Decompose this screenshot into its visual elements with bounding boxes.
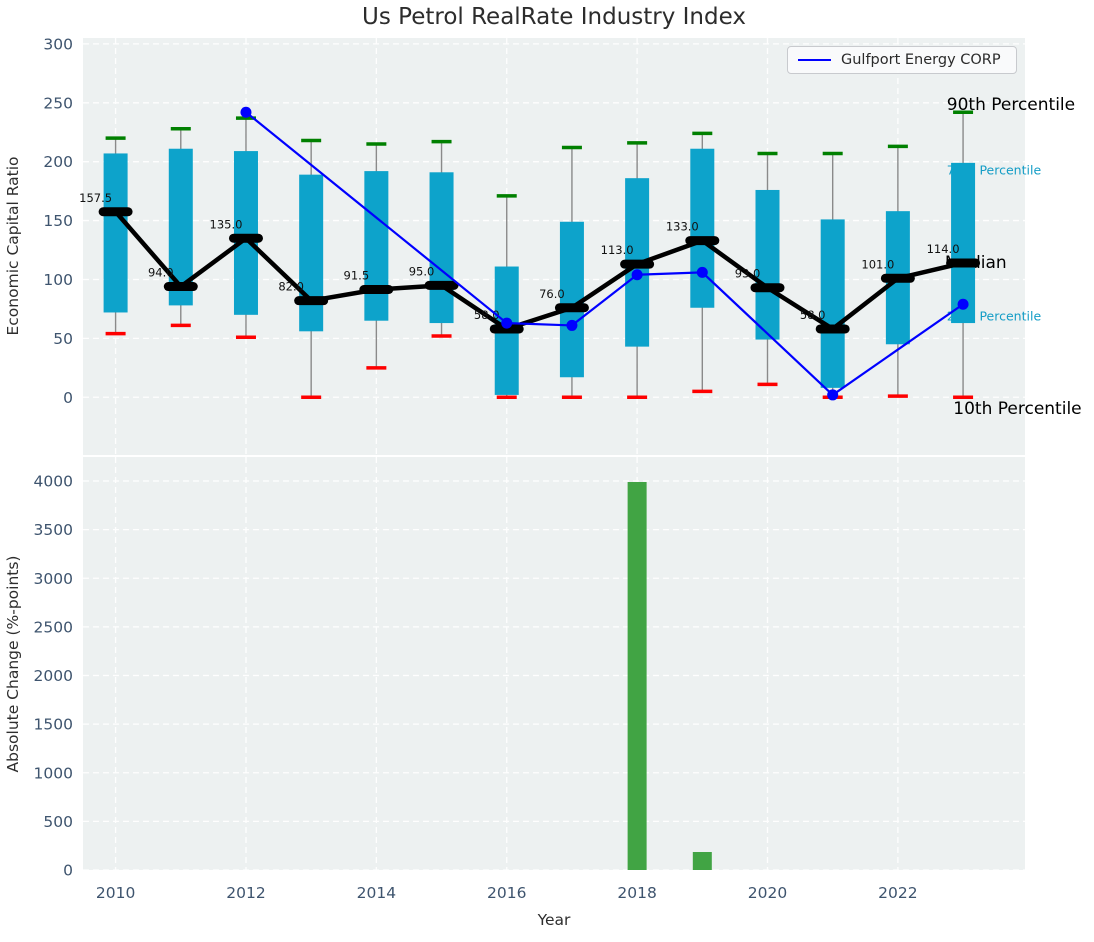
top-y-tick-0: 0 <box>63 389 73 407</box>
median-label-2023: 114.0 <box>927 242 960 256</box>
median-label-2018: 113.0 <box>601 243 634 257</box>
bottom-y-tick-3000: 3000 <box>34 570 73 588</box>
box-2017 <box>559 221 584 378</box>
plot-backgrounds <box>83 38 1025 870</box>
median-marker-2023 <box>946 258 981 268</box>
median-marker-2020 <box>750 283 785 293</box>
series-point-2021 <box>827 389 839 401</box>
median-marker-2012 <box>228 233 263 243</box>
box-2015 <box>429 172 454 324</box>
top-y-tick-150: 150 <box>43 212 73 230</box>
median-marker-2018 <box>620 259 655 269</box>
x-tick-2012: 2012 <box>226 884 265 902</box>
series-point-2023 <box>957 298 969 310</box>
annotation-90th-percentile: 90th Percentile <box>947 95 1075 115</box>
x-tick-2018: 2018 <box>617 884 656 902</box>
box-2010 <box>103 153 128 313</box>
median-label-2015: 95.0 <box>409 264 435 278</box>
median-marker-2019 <box>685 236 720 246</box>
x-tick-2014: 2014 <box>357 884 396 902</box>
whisker-caps <box>105 110 974 400</box>
box-2013 <box>299 174 324 332</box>
median-label-2014: 91.5 <box>344 268 370 282</box>
x-axis-label: Year <box>537 911 571 929</box>
median-label-2010: 157.5 <box>79 191 112 205</box>
median-label-2013: 82.0 <box>278 280 304 294</box>
series-point-2016 <box>501 317 513 329</box>
box-2020 <box>755 189 780 340</box>
median-marker-2014 <box>359 284 394 294</box>
median-marker-2016 <box>489 324 524 334</box>
x-tick-2022: 2022 <box>878 884 917 902</box>
top-y-tick-50: 50 <box>53 330 73 348</box>
median-marker-2013 <box>294 296 329 306</box>
bottom-y-tick-1000: 1000 <box>34 764 73 782</box>
median-label-2017: 76.0 <box>539 287 565 301</box>
top-y-tick-100: 100 <box>43 271 73 289</box>
median-marker-2010 <box>98 207 133 217</box>
annotation-10th-percentile: 10th Percentile <box>953 399 1081 419</box>
series-point-2012 <box>240 106 252 118</box>
bottom-y-tick-500: 500 <box>43 813 73 831</box>
gridlines <box>83 38 1025 871</box>
median-label-2019: 133.0 <box>666 220 699 234</box>
series-point-2018 <box>631 269 643 281</box>
bottom-y-tick-3500: 3500 <box>34 521 73 539</box>
top-y-tick-200: 200 <box>43 153 73 171</box>
bottom-y-tick-0: 0 <box>63 862 73 880</box>
median-label-2020: 93.0 <box>735 267 761 281</box>
legend-label: Gulfport Energy CORP <box>841 52 1001 68</box>
median-markers: 157.5 94.0 135.0 82.0 91.5 95.0 58.0 76.0 113.0 1… <box>79 191 981 334</box>
median-label-2022: 101.0 <box>861 257 894 271</box>
change-bars <box>627 481 712 870</box>
median-label-2011: 94.0 <box>148 266 174 280</box>
series-point-2017 <box>566 319 578 331</box>
bar-2018 <box>627 481 647 870</box>
median-label-2012: 135.0 <box>210 217 243 231</box>
box-2012 <box>233 151 258 315</box>
box-2014 <box>364 171 389 321</box>
bar-2019 <box>692 852 712 870</box>
chart-title: Us Petrol RealRate Industry Index <box>362 4 746 30</box>
bottom-y-tick-4000: 4000 <box>34 473 73 491</box>
legend: Gulfport Energy CORP <box>787 46 1017 74</box>
tick-labels: 3002502001501005004000350030002500200015… <box>34 35 918 902</box>
series-point-2019 <box>696 266 708 278</box>
x-tick-2016: 2016 <box>487 884 526 902</box>
box-2021 <box>820 219 845 388</box>
median-marker-2011 <box>163 282 198 292</box>
box-2023 <box>951 162 976 324</box>
bottom-y-tick-1500: 1500 <box>34 716 73 734</box>
top-y-tick-250: 250 <box>43 94 73 112</box>
legend-line-sample-icon <box>798 59 831 61</box>
bottom-y-tick-2000: 2000 <box>34 667 73 685</box>
x-tick-2010: 2010 <box>96 884 135 902</box>
median-marker-2017 <box>554 303 589 313</box>
median-marker-2021 <box>815 324 850 334</box>
median-line <box>113 210 964 332</box>
series-gulfport-energy-corp <box>240 106 969 401</box>
median-label-2021: 58.0 <box>800 308 826 322</box>
x-tick-2020: 2020 <box>748 884 787 902</box>
median-marker-2022 <box>880 273 915 283</box>
top-y-tick-300: 300 <box>43 35 73 53</box>
median-marker-2015 <box>424 280 459 290</box>
bottom-y-tick-2500: 2500 <box>34 618 73 636</box>
